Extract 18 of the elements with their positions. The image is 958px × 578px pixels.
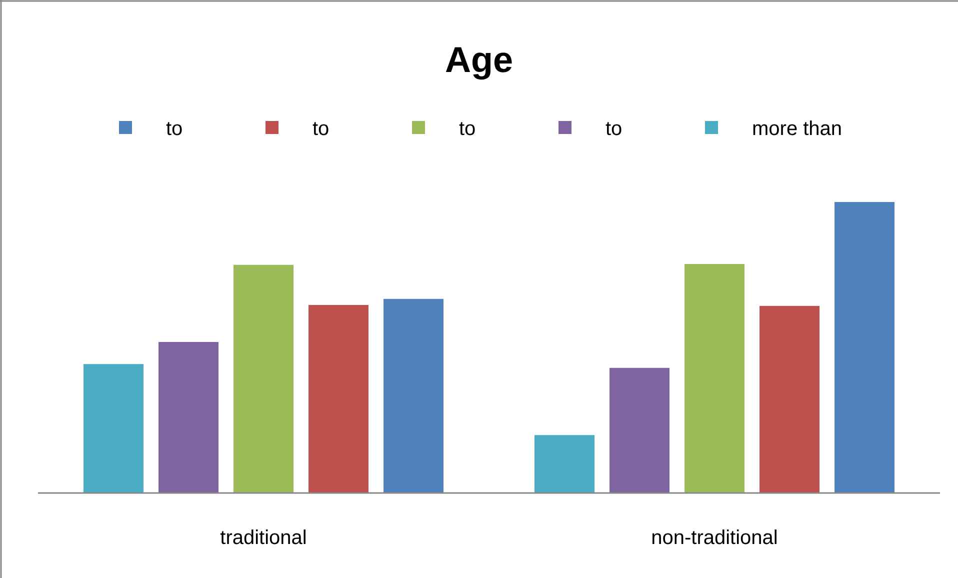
legend-label: to [606,118,622,140]
bar [760,306,820,493]
legend-label: to [459,118,476,140]
legend-label: more than [752,118,842,140]
legend-label: to [312,118,330,140]
legend-label: to [166,118,183,140]
x-tick-label: non-traditional [651,527,778,549]
bar [384,298,444,493]
bar [158,342,218,493]
bar [234,264,294,493]
x-tick-label: traditional [220,527,307,549]
chart-title: Age [444,39,514,80]
bar [534,435,594,493]
bar [84,364,144,493]
bar [610,368,670,493]
bar [834,202,894,493]
bar [308,305,368,493]
bar [684,264,744,493]
